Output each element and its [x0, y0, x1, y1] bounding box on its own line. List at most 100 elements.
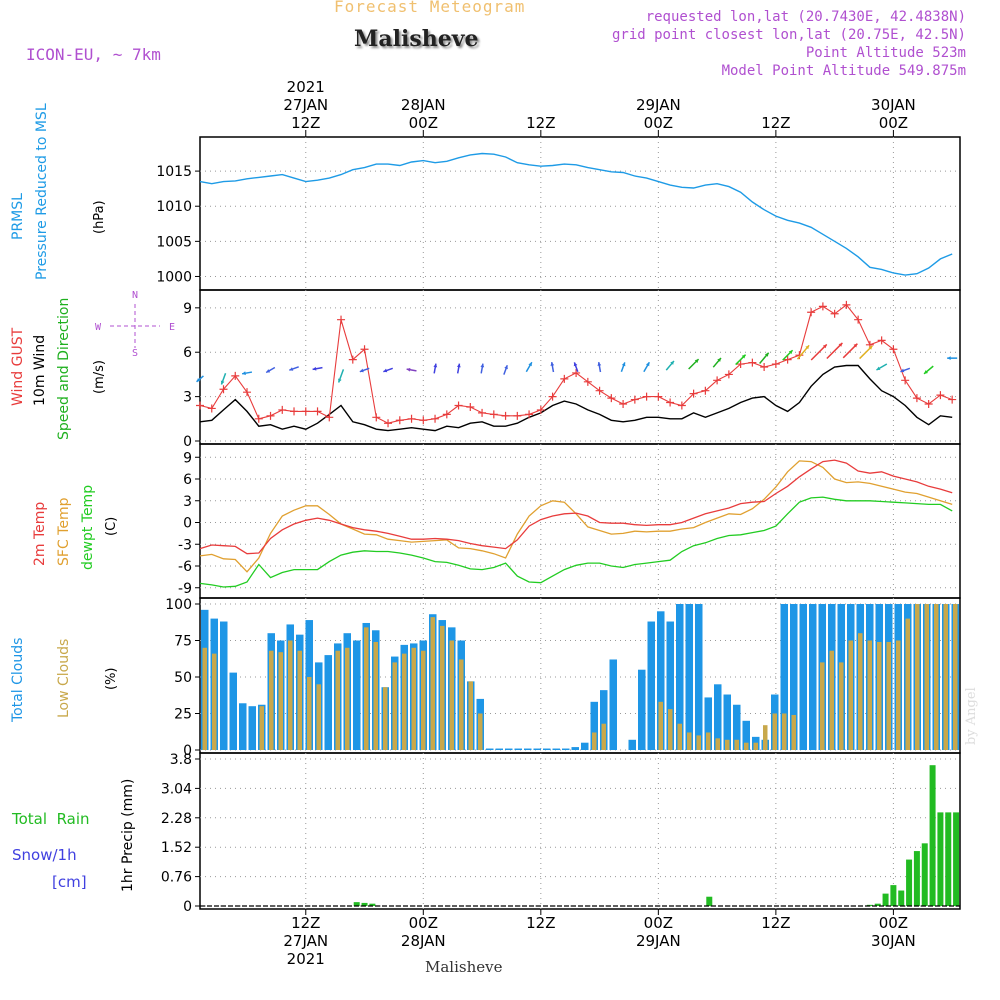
ytick-label: 2.28	[161, 811, 192, 827]
gust-marker	[771, 360, 780, 369]
low-cloud-bar	[601, 723, 606, 750]
time-label-top: 12Z	[526, 114, 555, 132]
total-cloud-bar	[495, 748, 503, 750]
gust-marker	[254, 414, 263, 423]
low-cloud-bar	[269, 650, 274, 750]
gust-marker	[818, 302, 827, 311]
total-cloud-bar	[638, 669, 646, 750]
total-cloud-bar	[628, 739, 636, 750]
low-cloud-bar	[886, 641, 891, 750]
precip-bar	[361, 902, 368, 906]
total-cloud-bar	[239, 703, 247, 750]
gust-marker	[513, 411, 522, 420]
gust-marker	[724, 370, 733, 379]
gust-marker	[607, 394, 616, 403]
precip-bar	[369, 903, 376, 906]
wind-arrow-head	[406, 367, 411, 372]
low-cloud-bar	[924, 604, 929, 750]
ytick-label: 75	[174, 634, 192, 650]
low-cloud-bar	[943, 604, 948, 750]
time-label-top: 00Z	[644, 114, 673, 132]
gust-marker	[301, 407, 310, 416]
total-cloud-bar	[562, 748, 570, 750]
footer-name: Malisheve	[425, 958, 503, 976]
ytick-label: 25	[174, 707, 192, 723]
gust-marker	[783, 355, 792, 364]
precip-bar	[874, 903, 881, 906]
low-cloud-bar	[212, 653, 217, 750]
ytick-label: 0	[183, 516, 192, 532]
wind-arrow-head	[359, 368, 364, 373]
wind-arrow-head	[480, 363, 485, 368]
gust-marker	[830, 309, 839, 318]
gust-marker	[466, 402, 475, 411]
wind-arrow-head	[741, 354, 746, 359]
low-cloud-bar	[364, 627, 369, 750]
precip-bar	[706, 896, 713, 906]
dewpt-line	[199, 496, 953, 588]
low-cloud-bar	[858, 633, 863, 750]
gust-marker	[360, 345, 369, 354]
snow-unit-legend: [cm]	[52, 873, 87, 891]
total-cloud-bar	[657, 611, 665, 750]
total-cloud-bar	[685, 604, 693, 750]
gust-marker	[548, 392, 557, 401]
total-cloud-bar	[742, 720, 750, 750]
precip-bar	[882, 893, 889, 906]
ytick-label: 9	[183, 450, 192, 466]
time-label-bottom: 28JAN	[401, 932, 446, 950]
gust-marker	[924, 400, 933, 409]
wind-arrow-head	[338, 378, 342, 383]
wind-arrow-head	[670, 360, 674, 365]
chart-subtitle: Forecast Meteogram	[334, 0, 526, 16]
gust-marker	[572, 368, 581, 377]
low-cloud-bar	[430, 617, 435, 750]
ytick-label: 6	[183, 345, 192, 361]
low-cloud-bar	[335, 650, 340, 750]
low-cloud-bar	[402, 653, 407, 750]
gust-marker	[666, 398, 675, 407]
ytick-label: 3	[183, 390, 192, 406]
low-cloud-bar	[288, 640, 293, 750]
low-cloud-bar	[459, 659, 464, 750]
compass-label: S	[132, 348, 138, 359]
ytick-label: 0	[183, 899, 192, 915]
total-cloud-bar	[543, 748, 551, 750]
wind-arrow-head	[645, 362, 650, 367]
low-cloud-bar	[848, 640, 853, 750]
gust-marker	[713, 376, 722, 385]
total-cloud-bar	[799, 604, 807, 750]
model-label: ICON-EU, ~ 7km	[26, 45, 161, 64]
gust-marker	[842, 300, 851, 309]
ytick-label: 0.76	[161, 870, 192, 886]
wind-arrow-head	[805, 345, 810, 350]
gust-marker	[313, 407, 322, 416]
total-cloud-bar	[590, 701, 598, 750]
precip-bar	[906, 859, 913, 906]
time-label-top: 00Z	[879, 114, 908, 132]
precip-bar	[913, 851, 920, 906]
wind-arrow-head	[717, 357, 721, 362]
wind-arrow	[810, 343, 828, 361]
wind-arrow-head	[838, 342, 843, 347]
wind-arrow-head	[694, 359, 699, 363]
gust-marker	[501, 411, 510, 420]
gust-marker	[654, 392, 663, 401]
low-cloud-bar	[791, 714, 796, 750]
low-cloud-bar	[867, 640, 872, 750]
wind-arrow-head	[853, 343, 858, 348]
low-cloud-bar	[373, 641, 378, 750]
low-cloud-bar	[725, 739, 730, 750]
gust-marker	[642, 392, 651, 401]
total-cloud-bar	[676, 604, 684, 750]
low-cloud-bar	[316, 684, 321, 750]
ytick-label: 3.04	[161, 781, 192, 797]
precip-bar	[937, 812, 944, 906]
gust-marker	[325, 413, 334, 422]
total-cloud-bar	[723, 694, 731, 750]
gust-marker	[748, 358, 757, 367]
gust-marker	[619, 400, 628, 409]
low-cloud-bar	[905, 618, 910, 750]
time-label-top: 2021	[287, 78, 325, 96]
